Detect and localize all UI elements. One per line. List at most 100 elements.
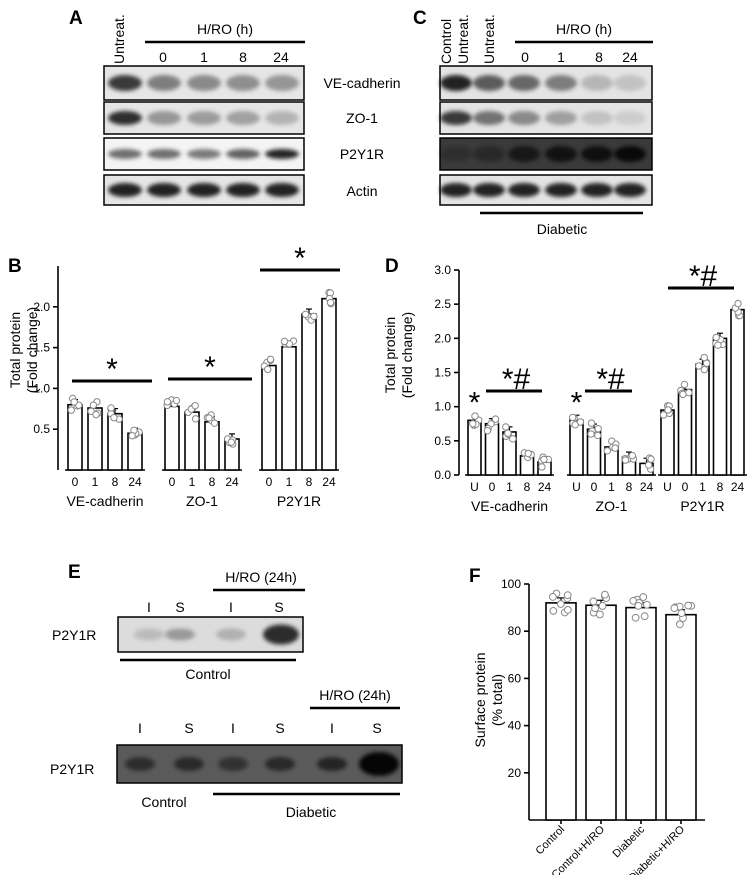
blot-e-bottom-band [265, 757, 295, 771]
chart-b-data-point [227, 438, 236, 446]
blot-a-p2y1r-band [108, 149, 142, 159]
chart-f-x-tick-label: Diabetic [611, 823, 648, 860]
blot-e-top-band [165, 628, 195, 641]
chart-f-data-point [556, 600, 565, 608]
chart-b-data-point [280, 337, 289, 346]
chart-d-significance-marker: *# [689, 260, 718, 293]
chart-d-y-tick-label: 2.5 [434, 297, 451, 311]
blot-c-untreated-lane-label-1: Untreat. [455, 14, 471, 64]
chart-d-data-point [679, 390, 687, 399]
panel-f-label: F [469, 566, 481, 587]
blot-c-actin-band [440, 183, 472, 197]
chart-f-y-tick-label: 60 [508, 671, 522, 685]
chart-f-data-point [631, 613, 640, 622]
chart-b-data-point [163, 398, 172, 406]
blot-c-actin-band [545, 183, 577, 197]
blot-a-image [103, 65, 305, 206]
chart-f-bar [545, 602, 577, 821]
blot-c-hro-label: H/RO (h) [556, 21, 612, 37]
blot-a-time-8: 8 [239, 49, 247, 65]
blot-c-untreated-lane-label-2: Untreat. [481, 14, 497, 64]
chart-d-bar [660, 409, 675, 476]
chart-d-y-tick-label: 2.0 [434, 331, 451, 345]
blot-c-image [439, 65, 653, 206]
chart-f-data-point [591, 604, 600, 613]
chart-b-data-point [301, 310, 310, 319]
chart-d-x-tick-label: U [470, 480, 479, 494]
blot-a-ve-cadherin-band [147, 75, 181, 91]
chart-d-x-tick-label: 24 [731, 480, 745, 494]
chart-d-group-label: VE-cadherin [471, 498, 548, 514]
chart-d-data-point [603, 447, 611, 455]
blot-e-top-lane-3: I [229, 599, 233, 615]
chart-b-y-tick-label: 2.0 [33, 300, 50, 314]
chart-b-significance-marker: * [204, 351, 216, 384]
chart-f-y-tick-label: 40 [508, 719, 522, 733]
blot-a-p2y1r-band [187, 149, 221, 159]
blot-a-p2y1r-band [147, 149, 181, 159]
blot-e-bottom-control-label: Control [141, 794, 186, 810]
blot-a-ve-cadherin-band [187, 75, 221, 91]
chart-d-data-point [594, 424, 602, 433]
blot-a-zo-1-band [147, 111, 181, 125]
chart-b-y-tick-label: 1.5 [33, 341, 50, 355]
blot-c-p2y1r-band [581, 146, 613, 162]
blot-e-bottom-diabetic-label: Diabetic [286, 804, 337, 820]
chart-b-data-point [107, 404, 115, 412]
blot-c-ve-cadherin-band [614, 75, 646, 91]
chart-d-data-point [524, 449, 532, 458]
chart-d-group-label: ZO-1 [596, 498, 628, 514]
chart-f-data-point [684, 601, 693, 610]
chart-b-x-tick-label: 1 [189, 475, 196, 489]
blot-c-p2y1r-band [473, 146, 505, 162]
chart-b-data-point [128, 432, 136, 440]
blot-a-actin-band [108, 183, 142, 197]
chart-d-data-point [587, 419, 596, 427]
chart-b-data-point [70, 398, 78, 406]
blot-e-top-band [216, 628, 246, 641]
chart-f-bar [585, 604, 617, 821]
chart-d-bar [730, 308, 745, 476]
blot-c-p2y1r-band [440, 146, 472, 162]
blot-c-actin-band [614, 183, 646, 197]
blot-c-zo-1-band [473, 111, 505, 125]
blot-row-label-p2y1r: P2Y1R [340, 146, 384, 162]
blot-e-bottom-lane-5: I [330, 720, 334, 736]
blot-c-control-lane-label: Control [438, 19, 454, 64]
chart-b-x-tick-label: 1 [92, 475, 99, 489]
blot-e-bottom-band [359, 752, 399, 776]
chart-d-data-point [695, 362, 703, 370]
chart-b-data-point [266, 355, 275, 363]
chart-f-data-point [595, 610, 604, 619]
chart-b-x-tick-label: 24 [225, 475, 239, 489]
blot-e-bottom-lane-6: S [372, 720, 381, 736]
chart-b-bar [301, 313, 317, 471]
blot-e-bottom-band [125, 757, 155, 771]
chart-d-x-tick-label: 24 [640, 480, 654, 494]
chart-f-data-point [598, 602, 607, 610]
chart-f-y-tick-label: 20 [508, 766, 522, 780]
blot-e-top-band [134, 628, 164, 641]
blot-a-actin-band [187, 183, 221, 197]
blot-c-ve-cadherin-band [581, 75, 613, 91]
chart-f-y-tick-label: 100 [501, 577, 521, 591]
chart-f-data-point [601, 590, 609, 599]
chart-d-group-label: P2Y1R [680, 498, 724, 514]
chart-b-y-tick-label: 0.5 [33, 422, 50, 436]
chart-f-bar [665, 613, 697, 821]
chart-b-bar [261, 364, 277, 471]
blot-a-p2y1r-band [226, 149, 260, 159]
chart-d-data-point [538, 463, 546, 471]
chart-d-data-point [664, 406, 672, 414]
chart-d-u-significance-marker: * [571, 386, 583, 419]
blot-e-bottom-band [174, 757, 204, 771]
chart-d-ylabel-line-1: Total protein [382, 317, 398, 393]
chart-f-data-point [677, 609, 686, 618]
blot-c-ve-cadherin-band [473, 75, 505, 91]
blot-e-top-lane-1: I [147, 599, 151, 615]
chart-b-x-tick-label: 8 [209, 475, 216, 489]
chart-d-y-tick-label: 0.0 [434, 468, 451, 482]
chart-b-data-point [191, 415, 200, 423]
chart-d-data-point [509, 435, 517, 443]
